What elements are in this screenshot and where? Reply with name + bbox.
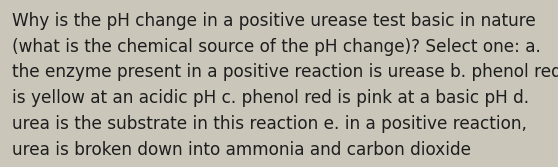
Text: is yellow at an acidic pH c. phenol red is pink at a basic pH d.: is yellow at an acidic pH c. phenol red … xyxy=(12,89,530,107)
Text: (what is the chemical source of the pH change)? Select one: a.: (what is the chemical source of the pH c… xyxy=(12,38,541,56)
Text: the enzyme present in a positive reaction is urease b. phenol red: the enzyme present in a positive reactio… xyxy=(12,63,558,81)
Text: Why is the pH change in a positive urease test basic in nature: Why is the pH change in a positive ureas… xyxy=(12,12,536,30)
Text: urea is broken down into ammonia and carbon dioxide: urea is broken down into ammonia and car… xyxy=(12,141,472,159)
Text: urea is the substrate in this reaction e. in a positive reaction,: urea is the substrate in this reaction e… xyxy=(12,115,527,133)
